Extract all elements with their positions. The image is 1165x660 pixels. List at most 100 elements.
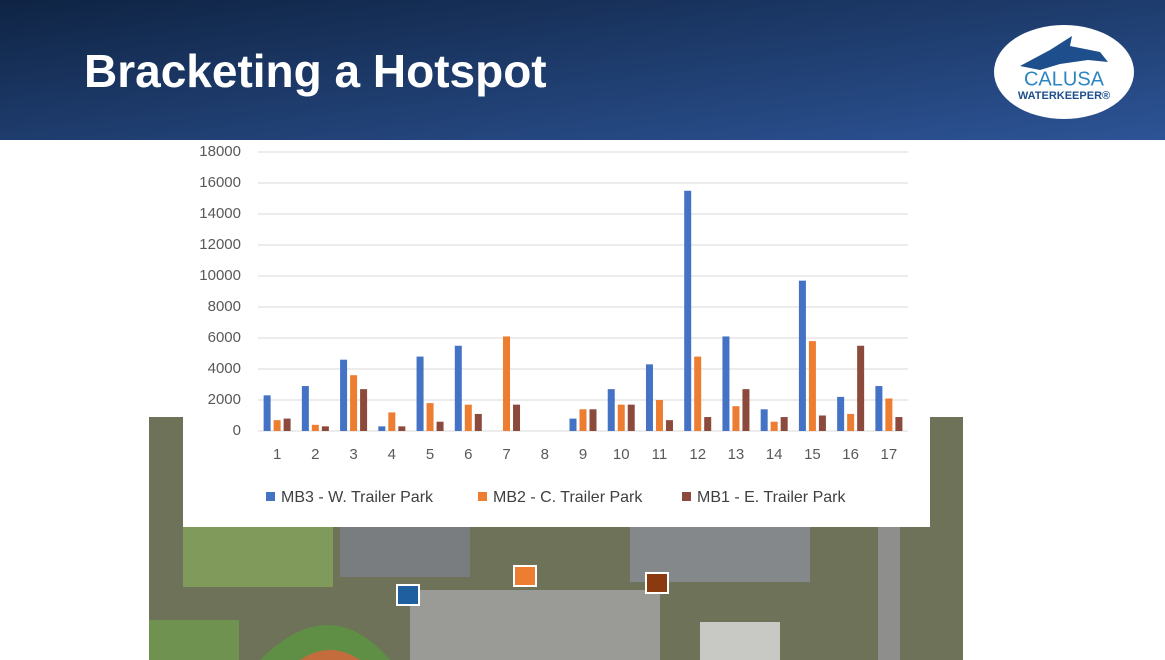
y-tick-label: 18000 (199, 143, 241, 160)
header-band (0, 0, 1165, 140)
bar (665, 420, 673, 431)
bar (722, 336, 730, 431)
bar (589, 409, 597, 431)
bar (464, 404, 472, 431)
bar (857, 345, 865, 431)
x-tick-label: 16 (842, 446, 859, 463)
bar (283, 418, 291, 431)
bar (321, 426, 329, 431)
bar (645, 364, 653, 431)
y-tick-label: 8000 (208, 298, 241, 315)
bar (579, 409, 587, 431)
bar (895, 417, 903, 431)
bar (875, 386, 883, 431)
bar (742, 389, 750, 431)
map-building (700, 622, 780, 660)
bar (311, 424, 319, 431)
bar (818, 415, 826, 431)
bar (770, 421, 778, 431)
legend-swatch (478, 492, 487, 501)
bar (416, 356, 424, 431)
site-marker (513, 565, 537, 587)
site-marker (396, 584, 420, 606)
bar (436, 421, 444, 431)
bar (704, 417, 712, 431)
chart: 0 2000 4000 6000 8000 10000 12000 14000 16000 180… (199, 143, 908, 506)
x-tick-label: 17 (881, 446, 898, 463)
x-tick-label: 4 (388, 446, 396, 463)
bar (378, 426, 386, 431)
y-tick-label: 10000 (199, 267, 241, 284)
bar (503, 336, 511, 431)
logo: CALUSA WATERKEEPER® (994, 25, 1134, 119)
x-tick-label: 12 (689, 446, 706, 463)
legend-swatch (682, 492, 691, 501)
x-tick-label: 11 (652, 446, 668, 463)
bar (694, 356, 702, 431)
bar (263, 395, 271, 431)
y-tick-label: 0 (233, 422, 241, 439)
bar (340, 359, 348, 431)
x-tick-label: 13 (728, 446, 745, 463)
map-field (149, 620, 239, 660)
map-park (410, 590, 660, 660)
x-tick-label: 8 (541, 446, 549, 463)
bar (760, 409, 768, 431)
bar (474, 413, 482, 431)
y-tick-label: 4000 (208, 360, 241, 377)
slide-title: Bracketing a Hotspot (84, 45, 547, 97)
chart-panel (183, 140, 930, 527)
x-tick-label: 10 (613, 446, 630, 463)
legend-label: MB2 - C. Trailer Park (493, 489, 643, 506)
legend-label: MB3 - W. Trailer Park (281, 489, 434, 506)
bar (627, 404, 635, 431)
bar (798, 280, 806, 431)
bar (732, 406, 740, 431)
bar (847, 413, 855, 431)
x-tick-label: 2 (311, 446, 319, 463)
x-tick-label: 5 (426, 446, 434, 463)
y-tick-label: 6000 (208, 329, 241, 346)
map-field (183, 527, 333, 587)
bar (513, 404, 521, 431)
y-tick-label: 14000 (199, 205, 241, 222)
bar (350, 375, 358, 431)
y-tick-label: 12000 (199, 236, 241, 253)
map-ballfield (260, 625, 390, 660)
bar (837, 396, 845, 431)
bar (780, 417, 788, 431)
x-tick-label: 3 (349, 446, 357, 463)
bar (569, 418, 577, 431)
bar (388, 412, 396, 431)
x-tick-label: 7 (502, 446, 510, 463)
site-marker (645, 572, 669, 594)
y-tick-label: 2000 (208, 391, 241, 408)
y-tick-label: 16000 (199, 174, 241, 191)
bar (398, 426, 406, 431)
bar (607, 389, 615, 431)
legend-swatch (266, 492, 275, 501)
bar (617, 404, 625, 431)
logo-subtext: WATERKEEPER® (1018, 90, 1110, 102)
x-tick-label: 15 (804, 446, 821, 463)
bar (454, 345, 462, 431)
bar (301, 386, 309, 431)
x-tick-label: 6 (464, 446, 472, 463)
x-tick-label: 1 (273, 446, 281, 463)
map-infield (300, 650, 360, 660)
logo-fish (1020, 36, 1108, 70)
bar (426, 403, 434, 431)
map-road (878, 527, 900, 660)
x-tick-label: 14 (766, 446, 783, 463)
legend-label: MB1 - E. Trailer Park (697, 489, 846, 506)
bar (885, 398, 893, 431)
logo-oval (994, 25, 1134, 119)
bar (360, 389, 368, 431)
bar (808, 341, 816, 431)
logo-text: CALUSA (1024, 68, 1105, 90)
map-lot (340, 527, 470, 577)
bar (684, 190, 692, 431)
bar (273, 420, 281, 431)
